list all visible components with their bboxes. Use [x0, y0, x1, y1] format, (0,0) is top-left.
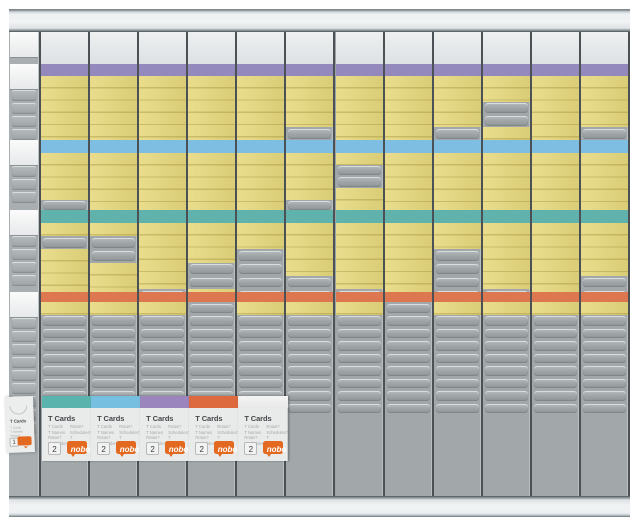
svg-text:nobo: nobo	[169, 445, 189, 454]
svg-text:nobo: nobo	[218, 445, 238, 454]
svg-text:nobo: nobo	[267, 445, 287, 454]
svg-text:nobo: nobo	[120, 445, 140, 454]
svg-text:nobo: nobo	[71, 445, 91, 454]
